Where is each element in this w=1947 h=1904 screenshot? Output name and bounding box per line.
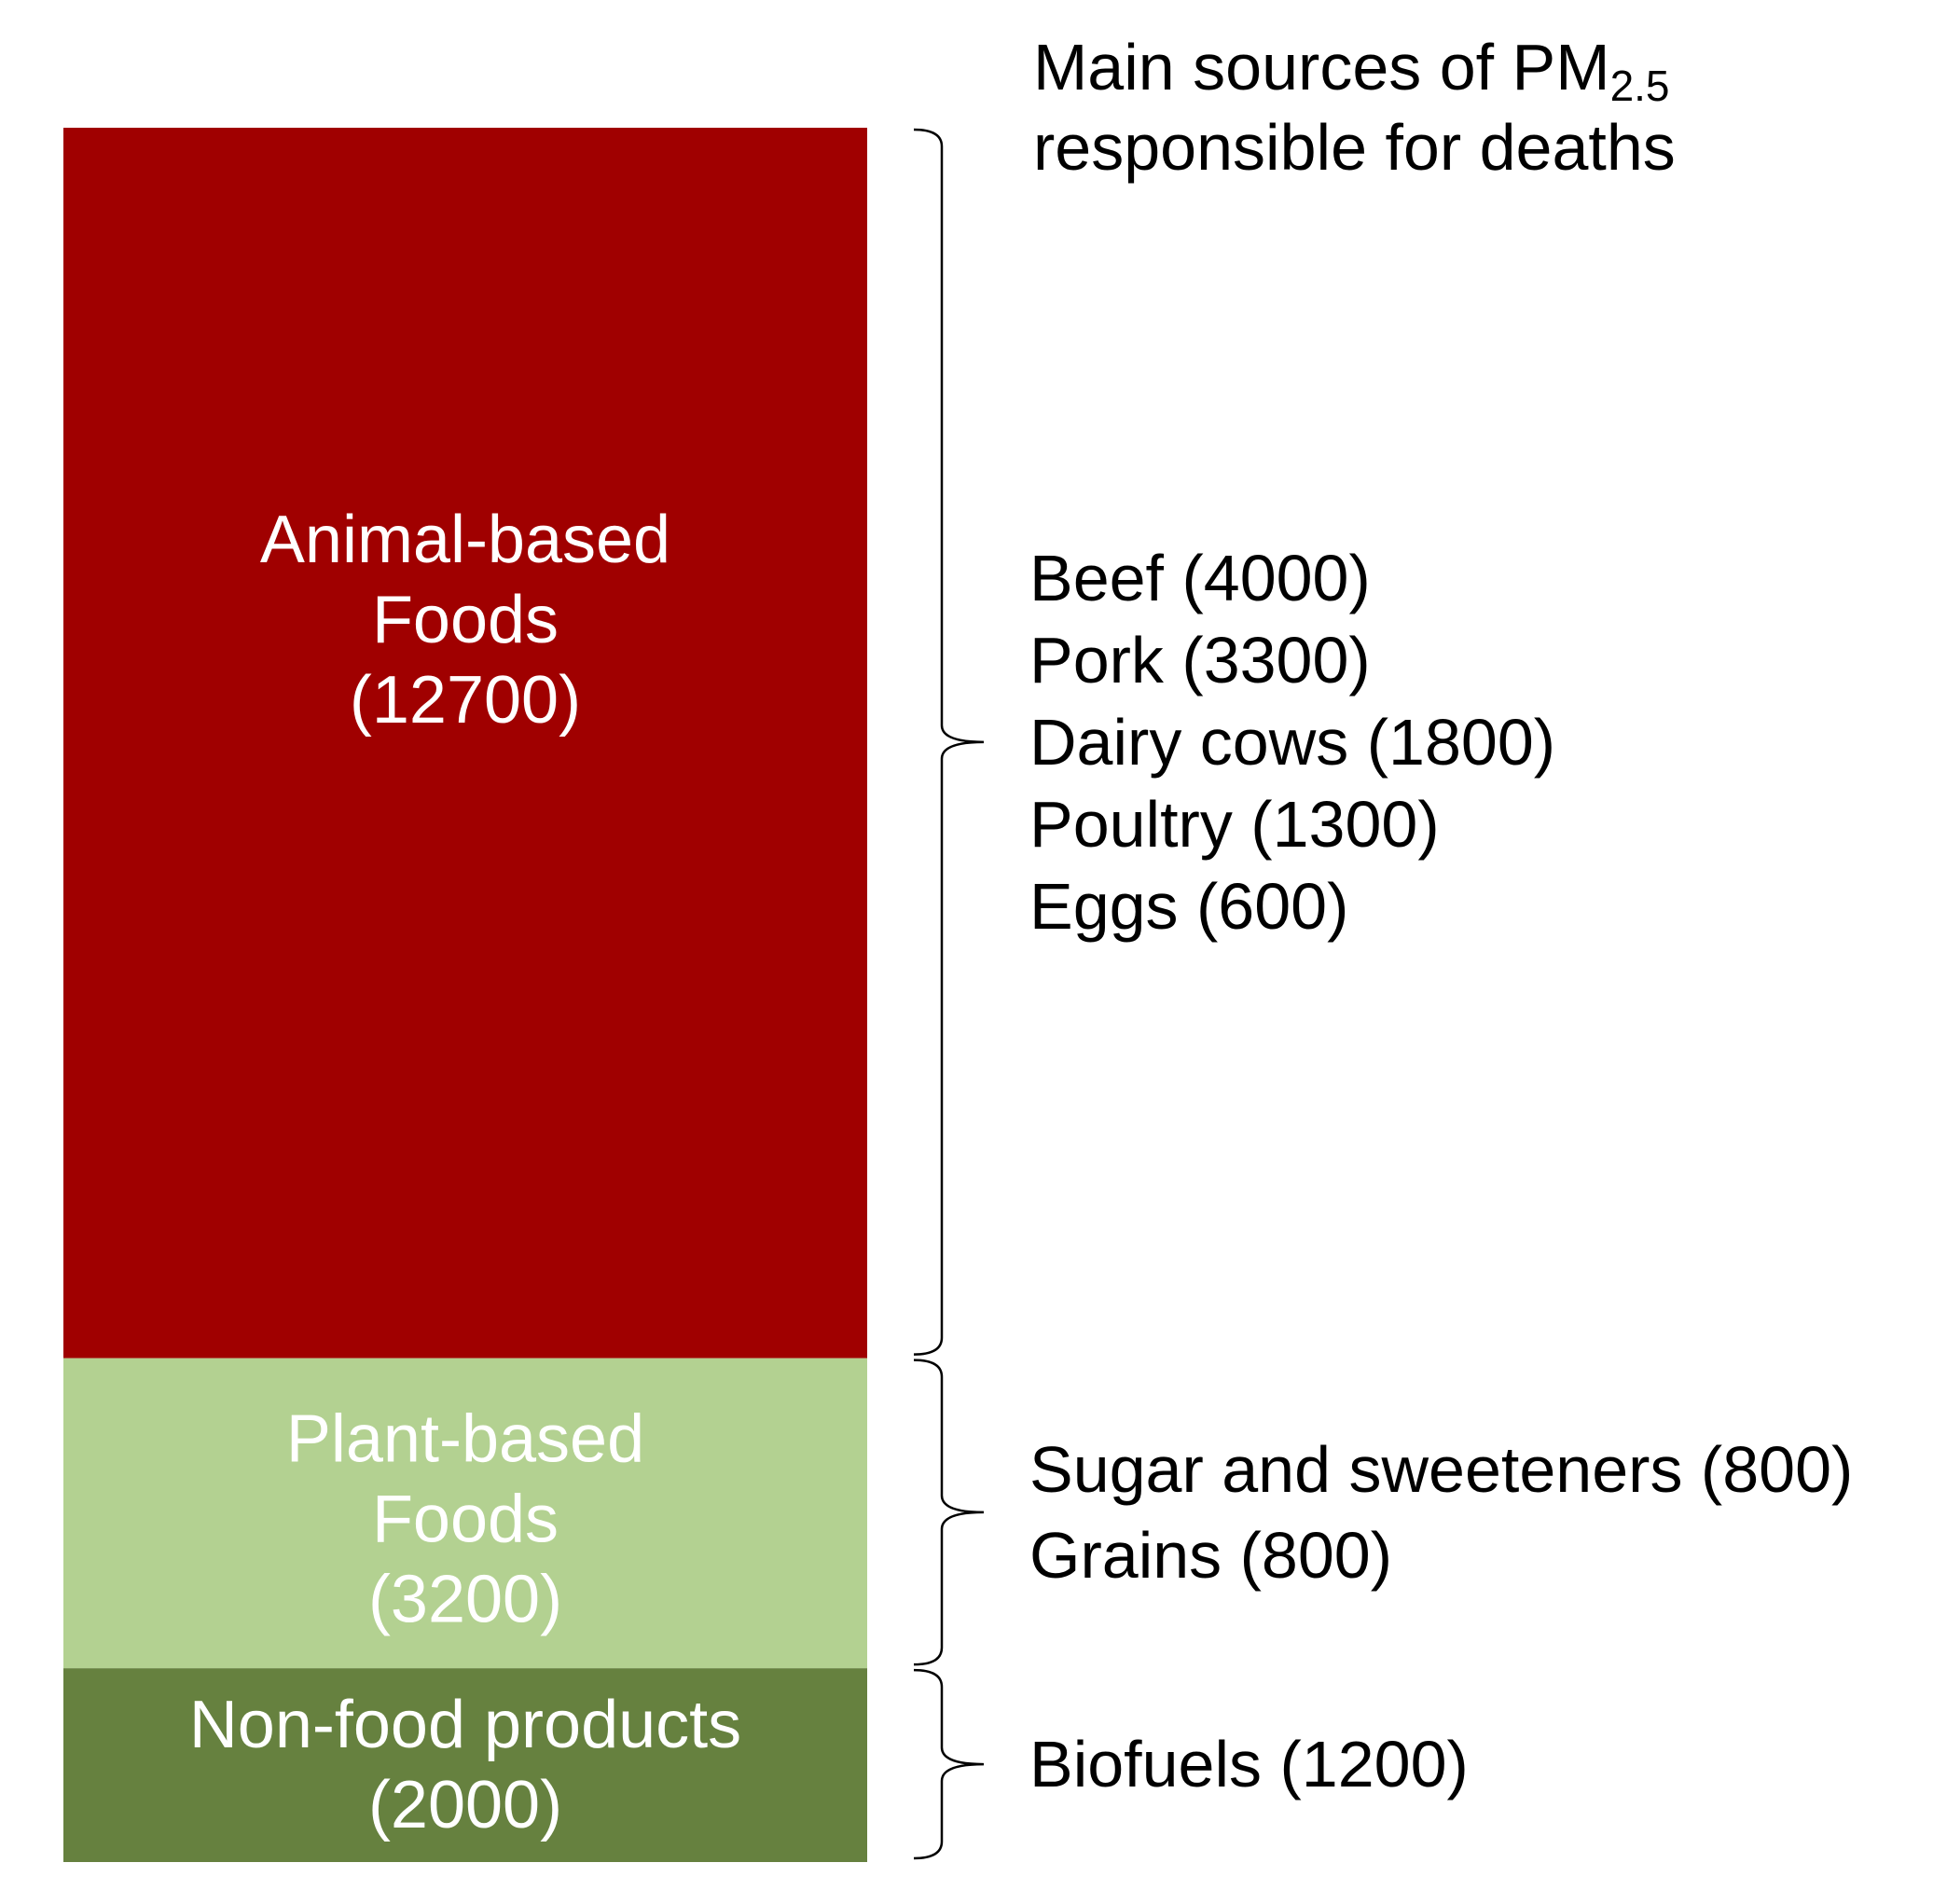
bar-segment-plant-based-foods	[63, 1358, 867, 1669]
source-label: Dairy cows (1800)	[1029, 706, 1555, 779]
heading-line-1: Main sources of PM2.5	[1033, 31, 1670, 110]
brace-group	[913, 128, 985, 1860]
source-label: Beef (4000)	[1029, 542, 1371, 614]
source-label: Pork (3300)	[1029, 624, 1371, 697]
source-label: Eggs (600)	[1029, 870, 1348, 943]
bar-segment-animal-based-foods	[63, 128, 867, 1359]
source-label: Poultry (1300)	[1029, 788, 1440, 861]
segment-label-animal-based-foods: Foods	[372, 583, 559, 657]
source-label: Sugar and sweeteners (800)	[1029, 1433, 1853, 1506]
source-label: Biofuels (1200)	[1029, 1728, 1469, 1801]
segment-label-animal-based-foods: Animal-based	[260, 503, 670, 577]
chart-heading: Main sources of PM2.5 responsible for de…	[1033, 31, 1676, 184]
segment-label-non-food-products: (2000)	[368, 1768, 562, 1842]
heading-subscript: 2.5	[1610, 62, 1670, 110]
brace-animal-based-foods	[913, 128, 985, 1356]
source-label: Grains (800)	[1029, 1519, 1392, 1592]
bar-segment-non-food-products	[63, 1668, 867, 1862]
segment-label-plant-based-foods: Plant-based	[286, 1402, 644, 1477]
brace-plant-based-foods	[913, 1359, 985, 1666]
source-labels: Beef (4000) Pork (3300) Dairy cows (1800) P…	[1029, 542, 1853, 1801]
brace-non-food-products	[913, 1668, 985, 1860]
bar-stack: Animal-basedFoods(12700)Plant-basedFoods…	[63, 128, 867, 1862]
segment-label-plant-based-foods: (3200)	[368, 1563, 562, 1637]
heading-line-2: responsible for deaths	[1033, 111, 1676, 184]
segment-label-non-food-products: Non-food products	[189, 1688, 741, 1762]
segment-label-plant-based-foods: Foods	[372, 1483, 559, 1557]
segment-label-animal-based-foods: (12700)	[350, 663, 581, 738]
